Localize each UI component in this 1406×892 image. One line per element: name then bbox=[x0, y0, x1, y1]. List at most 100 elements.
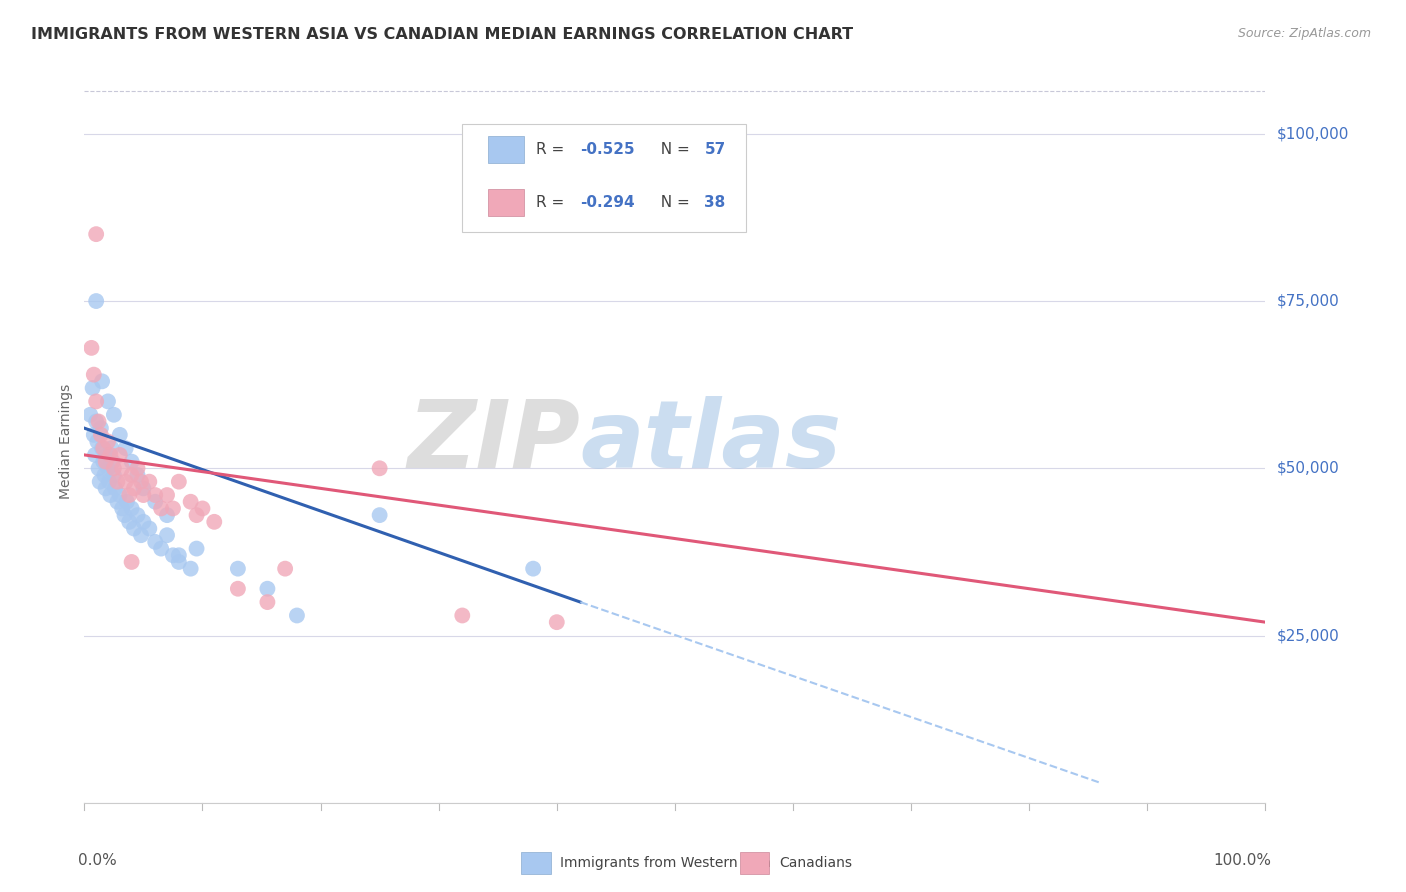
Point bbox=[84, 448, 107, 462]
Point bbox=[127, 467, 149, 482]
Point bbox=[107, 475, 129, 489]
Point bbox=[98, 475, 121, 489]
Point bbox=[226, 582, 249, 596]
FancyBboxPatch shape bbox=[488, 136, 523, 163]
Point bbox=[121, 467, 143, 482]
Text: 0.0%: 0.0% bbox=[79, 854, 117, 869]
FancyBboxPatch shape bbox=[463, 124, 745, 232]
Point bbox=[121, 501, 143, 516]
Point bbox=[84, 414, 107, 428]
Point bbox=[162, 548, 184, 563]
Point bbox=[97, 461, 120, 475]
Point bbox=[150, 501, 173, 516]
Text: 38: 38 bbox=[704, 194, 725, 210]
Text: $50,000: $50,000 bbox=[1277, 461, 1340, 475]
Point bbox=[186, 508, 208, 523]
Point bbox=[256, 595, 278, 609]
Point bbox=[87, 461, 110, 475]
FancyBboxPatch shape bbox=[522, 852, 551, 873]
Point bbox=[79, 408, 101, 422]
Text: N =: N = bbox=[651, 194, 695, 210]
Point bbox=[546, 615, 568, 630]
Point bbox=[111, 461, 134, 475]
Point bbox=[115, 494, 138, 508]
Point bbox=[98, 488, 121, 502]
Point bbox=[103, 467, 125, 482]
Point bbox=[226, 562, 249, 576]
Point bbox=[118, 515, 141, 529]
Point bbox=[111, 501, 134, 516]
Text: Source: ZipAtlas.com: Source: ZipAtlas.com bbox=[1237, 27, 1371, 40]
Point bbox=[143, 494, 166, 508]
Point bbox=[256, 582, 278, 596]
Point bbox=[84, 394, 107, 409]
Point bbox=[107, 494, 129, 508]
Point bbox=[121, 454, 143, 469]
Point bbox=[91, 375, 114, 389]
Text: -0.294: -0.294 bbox=[581, 194, 636, 210]
Point bbox=[89, 475, 111, 489]
Point bbox=[97, 394, 120, 409]
Point bbox=[103, 408, 125, 422]
Point bbox=[82, 381, 104, 395]
Point bbox=[138, 475, 160, 489]
Point bbox=[91, 441, 114, 455]
Point bbox=[132, 482, 155, 496]
Text: 57: 57 bbox=[704, 142, 725, 157]
Point bbox=[129, 528, 152, 542]
Point bbox=[83, 368, 105, 382]
Point bbox=[97, 434, 120, 449]
Point bbox=[143, 488, 166, 502]
Point bbox=[167, 555, 190, 569]
Point bbox=[114, 441, 136, 455]
Point bbox=[138, 521, 160, 535]
FancyBboxPatch shape bbox=[740, 852, 769, 873]
Point bbox=[191, 501, 214, 516]
Point bbox=[285, 608, 308, 623]
Point bbox=[114, 508, 136, 523]
Point bbox=[108, 488, 131, 502]
Point bbox=[104, 482, 127, 496]
Point bbox=[186, 541, 208, 556]
Point bbox=[91, 441, 114, 455]
Point bbox=[162, 501, 184, 516]
Point bbox=[84, 293, 107, 308]
Point bbox=[167, 548, 190, 563]
Text: Canadians: Canadians bbox=[779, 855, 852, 870]
Text: atlas: atlas bbox=[581, 395, 842, 488]
Point bbox=[156, 488, 179, 502]
Point bbox=[101, 454, 124, 469]
Point bbox=[368, 508, 391, 523]
Point bbox=[94, 454, 117, 469]
Point bbox=[156, 528, 179, 542]
Point bbox=[98, 448, 121, 462]
Point bbox=[127, 508, 149, 523]
Point bbox=[103, 461, 125, 475]
Point bbox=[86, 434, 108, 449]
Text: $25,000: $25,000 bbox=[1277, 628, 1340, 643]
Point bbox=[93, 467, 115, 482]
FancyBboxPatch shape bbox=[488, 188, 523, 216]
Point bbox=[167, 475, 190, 489]
Point bbox=[118, 488, 141, 502]
Text: IMMIGRANTS FROM WESTERN ASIA VS CANADIAN MEDIAN EARNINGS CORRELATION CHART: IMMIGRANTS FROM WESTERN ASIA VS CANADIAN… bbox=[31, 27, 853, 42]
Point bbox=[96, 448, 118, 462]
Point bbox=[368, 461, 391, 475]
Point bbox=[522, 562, 544, 576]
Point bbox=[202, 515, 225, 529]
Point bbox=[180, 562, 202, 576]
Point bbox=[122, 482, 145, 496]
Point bbox=[127, 461, 149, 475]
Text: 100.0%: 100.0% bbox=[1213, 854, 1271, 869]
Point bbox=[91, 454, 114, 469]
Point bbox=[80, 341, 103, 355]
Text: N =: N = bbox=[651, 142, 695, 157]
Point bbox=[129, 475, 152, 489]
Point bbox=[156, 508, 179, 523]
Point bbox=[150, 541, 173, 556]
Point bbox=[122, 521, 145, 535]
Point bbox=[90, 427, 112, 442]
Point bbox=[121, 555, 143, 569]
Text: $75,000: $75,000 bbox=[1277, 293, 1340, 309]
Point bbox=[180, 494, 202, 508]
